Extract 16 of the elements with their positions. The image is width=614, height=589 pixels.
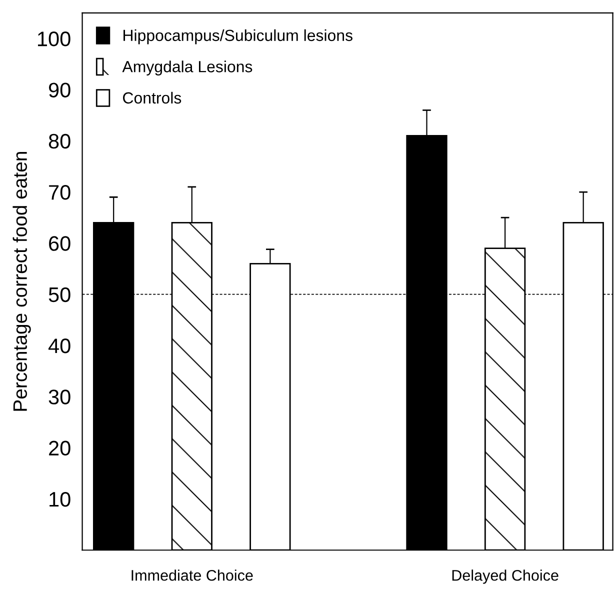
- y-tick-label: 70: [49, 185, 70, 200]
- y-tick-label: 80: [48, 134, 70, 149]
- y-tick-label: 40: [48, 338, 70, 354]
- y-tick-label: 60: [49, 236, 70, 251]
- y-axis-title: Percentage correct food eaten: [12, 152, 31, 411]
- y-tick-label: 50: [48, 287, 70, 302]
- y-tick-label: 10: [50, 492, 70, 507]
- x-tick-label: Immediate Choice: [132, 570, 253, 581]
- x-tick-label: Delayed Choice: [452, 570, 558, 584]
- legend-label: Controls: [123, 92, 182, 104]
- legend-label: Hippocampus/Subiculum lesions: [124, 29, 352, 44]
- legend-label: Amygdala Lesions: [122, 60, 252, 76]
- y-tick-label: 30: [48, 390, 70, 404]
- y-tick-label: 20: [49, 440, 70, 456]
- y-tick-label: 100: [38, 32, 70, 46]
- y-tick-label: 90: [48, 82, 70, 98]
